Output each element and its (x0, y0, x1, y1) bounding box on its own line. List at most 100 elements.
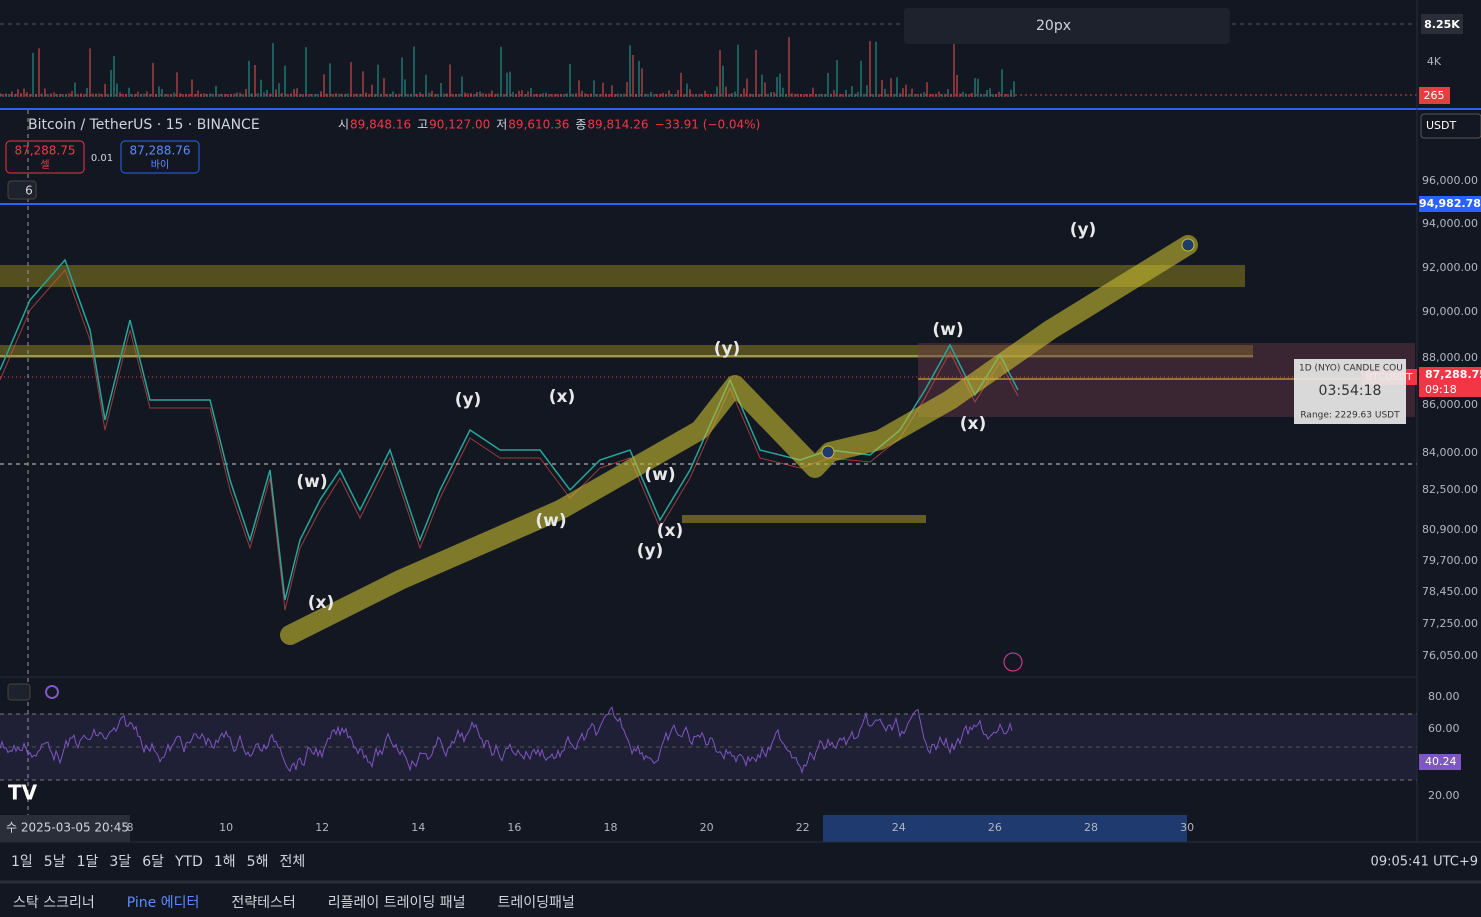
timeframe[interactable]: YTD (174, 854, 203, 870)
time-label: 20 (700, 821, 714, 834)
bottom-tabs: 스탁 스크리너 Pine 에디터 전략테스터 리플레이 트레이딩 패널 트레이딩패널 (13, 895, 575, 911)
tab[interactable]: 트레이딩패널 (497, 895, 574, 911)
timeframe[interactable]: 5날 (44, 854, 66, 870)
wave-labels: (y)(w)(y)(x)(y)(w)(x)(w)(x)(y)(w)(x) (296, 220, 1096, 613)
time-label: 18 (604, 821, 618, 834)
price-label: 78,450.00 (1422, 585, 1478, 598)
ohlc-value: 89,848.16 (350, 118, 411, 132)
ohlc-label: 시 (338, 118, 349, 132)
line-width[interactable]: 20px (1036, 18, 1071, 34)
price-label: 80,900.00 (1422, 523, 1478, 536)
tab[interactable]: 전략테스터 (231, 895, 295, 911)
sell-price: 87,288.75 (14, 144, 75, 158)
time-label: 24 (892, 821, 906, 834)
time-label: 16 (507, 821, 521, 834)
price-label: 88,000.00 (1422, 351, 1478, 364)
countdown: 09:18 (1425, 383, 1457, 396)
rsi-labels: 80.00 60.00 40.24 20.00 (1419, 690, 1461, 802)
wave-label: (y) (714, 339, 741, 359)
cursor-date-box (0, 815, 130, 842)
price-label: 86,000.00 (1422, 398, 1478, 411)
timeframes: 1일 5날 1달 3달 6달 YTD 1해 5해 전체 (11, 854, 305, 870)
wave-label: (x) (308, 593, 335, 613)
rsi-label: 60.00 (1428, 722, 1460, 735)
cursor-date: 수 2025-03-05 20:45 (6, 821, 129, 835)
anchor (1181, 238, 1195, 252)
time-label: 12 (315, 821, 329, 834)
popup (1294, 359, 1406, 424)
volume-pane (0, 37, 1015, 97)
time-label: 26 (988, 821, 1002, 834)
timeframe[interactable]: 1해 (214, 854, 236, 870)
rsi-label: 80.00 (1428, 690, 1460, 703)
wave-label: (w) (932, 320, 963, 340)
time-label: 30 (1180, 821, 1194, 834)
price-label: 79,700.00 (1422, 554, 1478, 567)
time-label: 10 (219, 821, 233, 834)
timeframe[interactable]: 3달 (109, 854, 131, 870)
ohlc-value: 89,814.26 (587, 118, 648, 132)
time-label: 8 (127, 821, 134, 834)
timeframe[interactable]: 6달 (142, 854, 164, 870)
buy-button[interactable] (120, 140, 200, 174)
ohlc-label: 고 (417, 118, 428, 132)
price-axis (1417, 110, 1481, 815)
wave-label: (x) (549, 387, 576, 407)
price-labels: 96,000.00 94,000.00 92,000.00 90,000.00 88,0… (1422, 174, 1478, 662)
popup-timer: 03:54:18 (1319, 383, 1382, 399)
wave-label: (w) (644, 465, 675, 485)
spread: 0.01 (91, 153, 113, 164)
buy-price: 87,288.76 (129, 144, 190, 158)
wave-label: (x) (960, 414, 987, 434)
support-zone (682, 515, 926, 523)
time-label: 28 (1084, 821, 1098, 834)
rsi-line (0, 706, 1013, 775)
clock: 09:05:41 UTC+9 (1371, 855, 1478, 870)
wave-label: (w) (535, 511, 566, 531)
rsi-label: 20.00 (1428, 789, 1460, 802)
sell-label: 셀 (40, 159, 49, 171)
timeframe[interactable]: 전체 (279, 854, 305, 870)
popup-title: 1D (NYO) CANDLE COU (1299, 364, 1403, 374)
price-trace (0, 269, 1019, 611)
badge (1419, 754, 1461, 770)
ohlc-value: 90,127.00 (429, 118, 490, 132)
badge (1419, 87, 1450, 104)
wave-label: (y) (455, 390, 482, 410)
resistance-zone (0, 345, 1253, 358)
change: −33.91 (−0.04%) (655, 118, 761, 132)
rsi-label: 40.24 (1425, 755, 1457, 768)
drawing-toolbar (904, 8, 1230, 44)
tab[interactable]: 스탁 스크리너 (13, 895, 95, 911)
popup-range: Range: 2229.63 USDT (1300, 411, 1400, 421)
price-label: 94,000.00 (1422, 217, 1478, 230)
timeframe[interactable]: 1달 (77, 854, 99, 870)
price-label: 92,000.00 (1422, 261, 1478, 274)
time-labels: 8 10 12 14 16 18 20 22 24 26 28 30 (127, 821, 1195, 834)
level-badge: 94,982.78 (1419, 197, 1481, 210)
buy-label: 바이 (151, 159, 169, 171)
timeframe[interactable]: 1일 (11, 854, 33, 870)
wave-label: (w) (296, 472, 327, 492)
symbol-name[interactable]: Bitcoin / TetherUS · 15 · BINANCE (28, 117, 260, 133)
currency-select[interactable] (1420, 113, 1481, 139)
ohlc-label: 종 (575, 118, 586, 132)
ohlc-value: 89,610.36 (508, 118, 569, 132)
indicator-toggle[interactable] (7, 180, 37, 200)
alert-icon[interactable] (1003, 652, 1023, 672)
rsi-band (0, 714, 1417, 780)
volume-label: 8.25K (1424, 18, 1460, 31)
price-label: 77,250.00 (1422, 617, 1478, 630)
price-label: 76,050.00 (1422, 649, 1478, 662)
timeframe[interactable]: 5해 (247, 854, 269, 870)
resistance-zone (0, 265, 1245, 287)
sell-button[interactable] (5, 140, 85, 174)
price-label: 82,500.00 (1422, 483, 1478, 496)
collapse-button[interactable] (7, 683, 31, 701)
logo: TV (8, 781, 38, 805)
tab[interactable]: 리플레이 트레이딩 패널 (328, 895, 466, 911)
tab[interactable]: Pine 에디터 (127, 895, 200, 911)
indicator-count: 6 (25, 184, 33, 198)
time-label: 14 (411, 821, 425, 834)
